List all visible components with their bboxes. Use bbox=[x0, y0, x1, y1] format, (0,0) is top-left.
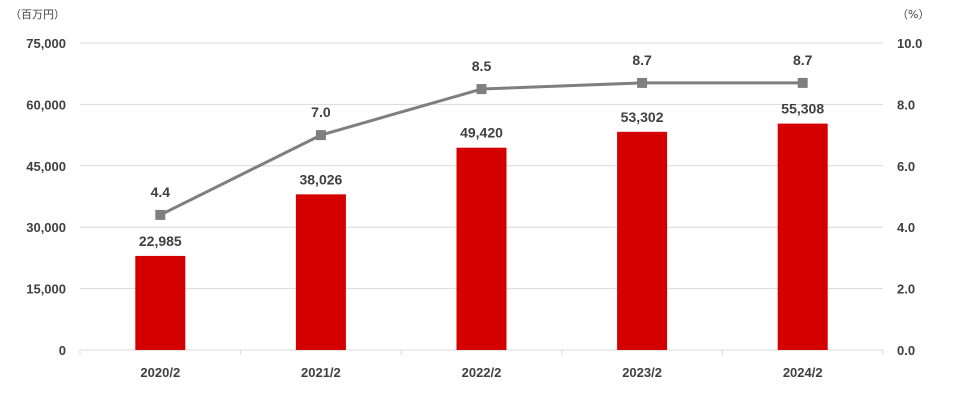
right-axis-tick-label: 4.0 bbox=[897, 220, 915, 235]
bar bbox=[135, 255, 186, 350]
bar-value-label: 22,985 bbox=[139, 233, 182, 249]
line-marker bbox=[315, 130, 326, 141]
left-axis-tick-label: 30,000 bbox=[26, 220, 66, 235]
left-axis-unit: （百万円） bbox=[10, 8, 65, 21]
x-axis-category-label: 2021/2 bbox=[301, 365, 341, 380]
right-axis-tick-label: 0.0 bbox=[897, 343, 915, 358]
x-axis-category-label: 2022/2 bbox=[462, 365, 502, 380]
bar bbox=[617, 131, 668, 350]
axes: （百万円） （%） 0 15,000 30,000 45,000 60,000 75,00… bbox=[10, 8, 929, 380]
line-value-label: 4.4 bbox=[151, 184, 171, 200]
bar bbox=[777, 123, 828, 350]
left-axis-tick-label: 60,000 bbox=[26, 97, 66, 112]
bar bbox=[456, 147, 507, 350]
line-marker bbox=[155, 209, 166, 220]
x-axis-category-label: 2023/2 bbox=[622, 365, 662, 380]
right-axis-tick-label: 10.0 bbox=[897, 36, 922, 51]
right-axis-tick-label: 2.0 bbox=[897, 282, 915, 297]
line-marker bbox=[476, 84, 487, 95]
bar-value-label: 49,420 bbox=[460, 125, 503, 141]
x-axis-category-label: 2024/2 bbox=[783, 365, 823, 380]
line-marker bbox=[637, 77, 648, 88]
bar bbox=[295, 194, 346, 350]
line-marker bbox=[797, 77, 808, 88]
left-axis-tick-label: 45,000 bbox=[26, 159, 66, 174]
right-axis-tick-label: 6.0 bbox=[897, 159, 915, 174]
left-axis-tick-label: 0 bbox=[59, 343, 66, 358]
bar-value-label: 53,302 bbox=[621, 109, 664, 125]
line-value-label: 8.7 bbox=[793, 52, 813, 68]
right-axis-unit: （%） bbox=[897, 8, 929, 21]
bar-value-label: 55,308 bbox=[781, 101, 824, 117]
bar-value-label: 38,026 bbox=[299, 171, 342, 187]
data-labels: 22,985 38,026 49,420 53,302 55,308 4.4 7.0 8.5 8… bbox=[139, 52, 824, 249]
line-value-label: 8.5 bbox=[472, 58, 492, 74]
line-series bbox=[155, 77, 808, 220]
left-axis-tick-label: 15,000 bbox=[26, 282, 66, 297]
x-axis-category-label: 2020/2 bbox=[140, 365, 180, 380]
line-value-label: 7.0 bbox=[311, 104, 331, 120]
bar-series bbox=[135, 123, 828, 350]
right-axis-tick-label: 8.0 bbox=[897, 97, 915, 112]
left-axis-tick-label: 75,000 bbox=[26, 36, 66, 51]
line-value-label: 8.7 bbox=[632, 52, 652, 68]
